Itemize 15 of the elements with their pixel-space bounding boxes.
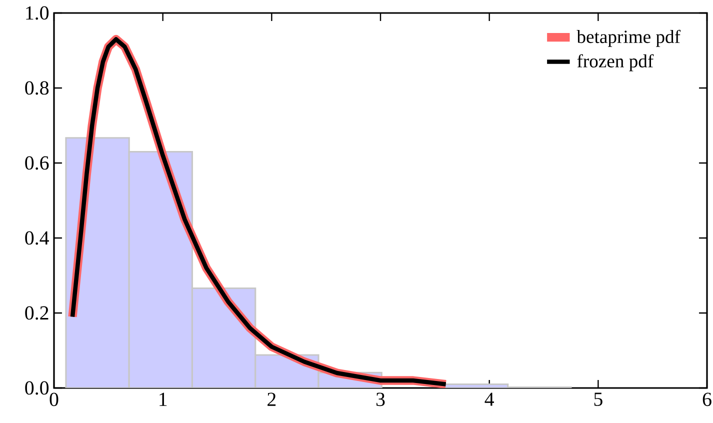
x-tick-label: 2 (268, 392, 276, 406)
x-tick-label: 0 (50, 392, 58, 406)
y-tick-label: 1.0 (26, 6, 49, 20)
x-tick-label: 5 (594, 392, 602, 406)
legend-label: betaprime pdf (576, 30, 680, 47)
legend-label: frozen pdf (577, 54, 654, 72)
y-tick-label: 0.0 (25, 381, 49, 395)
y-tick-label: 0.6 (25, 156, 49, 170)
y-tick-label: 0.4 (25, 231, 49, 245)
y-tick-label: 0.8 (25, 81, 49, 95)
x-tick-label: 3 (376, 392, 385, 406)
x-tick-label: 6 (702, 392, 712, 406)
y-tick-label: 0.2 (25, 306, 48, 320)
x-tick-label: 4 (484, 392, 494, 406)
x-tick-label: 1 (160, 392, 167, 406)
